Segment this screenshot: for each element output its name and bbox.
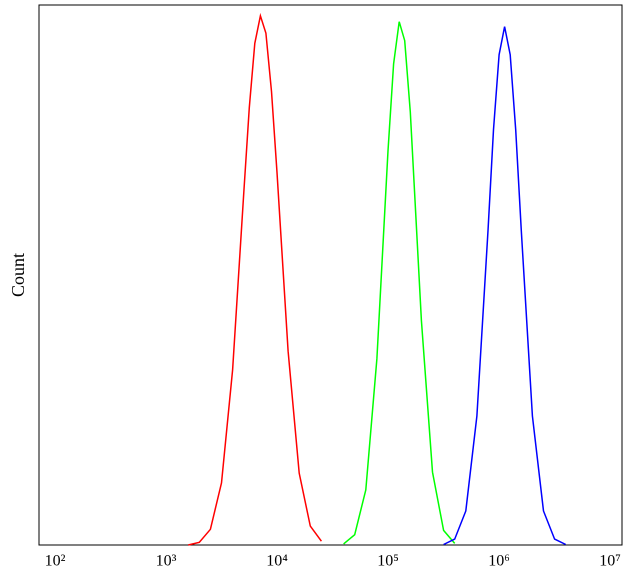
x-tick-label: 10⁴ <box>266 553 288 570</box>
x-tick-label: 10⁶ <box>488 553 510 570</box>
histogram-line <box>443 26 567 546</box>
y-axis-label: Count <box>8 253 28 297</box>
histogram-line <box>188 12 323 546</box>
histogram-line <box>343 21 456 545</box>
x-tick-label: 10⁵ <box>377 553 399 570</box>
x-tick-label: 10⁷ <box>599 553 621 570</box>
x-tick-label: 10³ <box>156 553 177 570</box>
x-tick-label: 10² <box>45 553 66 570</box>
plot-frame <box>38 4 623 546</box>
